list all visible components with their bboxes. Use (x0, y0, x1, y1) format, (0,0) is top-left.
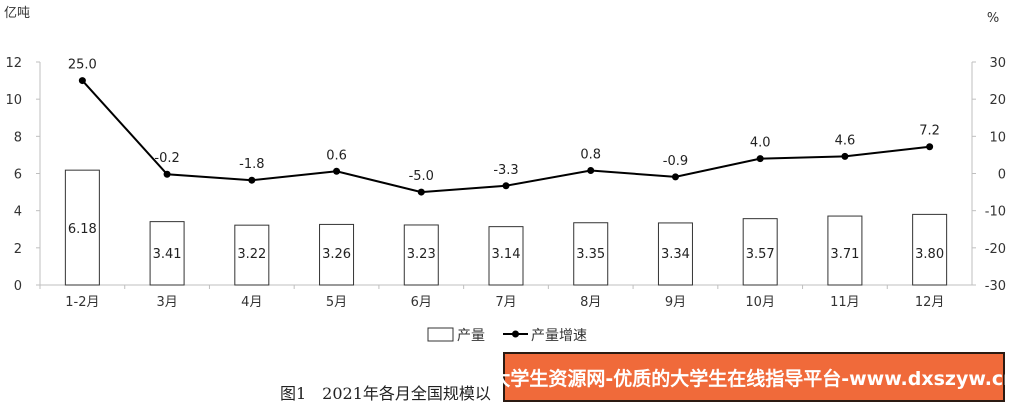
growth-point (587, 167, 595, 175)
right-tick-label: 10 (989, 130, 1006, 145)
line-series: 25.0 -0.2 -1.8 0.6 -5.0 -3.3 0.8 -0.9 4.0 4.6 7.2 (68, 58, 940, 196)
growth-point (841, 152, 849, 160)
right-tick-label: 30 (989, 56, 1006, 71)
growth-value-label: 0.8 (580, 148, 601, 163)
growth-point (671, 173, 679, 181)
left-tick-label: 0 (14, 279, 22, 294)
x-tick-label: 3月 (156, 295, 177, 310)
bar-value-label: 3.71 (830, 247, 859, 262)
growth-point (163, 170, 171, 178)
growth-value-label: -1.8 (239, 157, 264, 172)
legend-bar-label: 产量 (457, 328, 485, 344)
x-tick-label: 10月 (745, 295, 775, 310)
legend-bar-swatch (427, 327, 454, 342)
bar-value-label: 3.80 (915, 247, 944, 262)
bar-value-label: 3.57 (746, 247, 775, 262)
right-axis-ticks: -30 -20 -10 0 10 20 30 (972, 56, 1006, 294)
legend-line-marker (512, 330, 519, 338)
figure-caption: 图1 2021年各月全国规模以 (280, 384, 491, 403)
bar (827, 215, 863, 286)
x-axis-labels: 1-2月 3月 4月 5月 6月 7月 8月 9月 10月 11月 12月 (39, 285, 945, 310)
left-tick-label: 10 (5, 93, 22, 108)
right-tick-label: 0 (998, 168, 1006, 183)
left-tick-label: 2 (14, 242, 22, 257)
bar (64, 169, 100, 286)
growth-point (248, 176, 256, 184)
bar-value-label: 3.35 (576, 247, 605, 262)
right-tick-label: -10 (985, 205, 1006, 220)
growth-value-label: -0.9 (663, 154, 688, 169)
growth-point (756, 155, 764, 163)
growth-point (926, 143, 934, 151)
x-tick-label: 4月 (241, 295, 262, 310)
growth-value-label: -5.0 (409, 169, 434, 184)
growth-value-label: 4.6 (835, 133, 856, 148)
left-tick-label: 8 (14, 130, 22, 145)
legend: 产量 产量增速 (427, 327, 587, 344)
x-tick-label: 6月 (411, 295, 432, 310)
bar-value-label: 3.34 (661, 247, 690, 262)
legend-line-label: 产量增速 (531, 328, 587, 344)
left-tick-label: 6 (14, 168, 22, 183)
growth-point (78, 77, 86, 85)
right-tick-label: -30 (985, 279, 1006, 294)
growth-value-label: 0.6 (326, 148, 347, 163)
growth-value-label: 25.0 (68, 58, 97, 73)
right-tick-label: -20 (985, 242, 1006, 257)
growth-point (333, 167, 341, 175)
growth-point (417, 188, 425, 196)
bar-value-label: 3.14 (492, 247, 521, 262)
right-axis-unit: % (987, 11, 999, 26)
bar-value-label: 6.18 (68, 222, 97, 237)
bar-value-label: 3.26 (322, 247, 351, 262)
x-tick-label: 5月 (326, 295, 347, 310)
left-axis-unit: 亿吨 (4, 6, 30, 21)
x-tick-label: 7月 (495, 295, 516, 310)
bar (912, 213, 948, 286)
bar (488, 226, 524, 286)
growth-point (502, 182, 510, 190)
left-tick-label: 12 (5, 56, 22, 71)
bar-value-label: 3.41 (153, 247, 182, 262)
x-tick-label: 9月 (665, 295, 686, 310)
x-tick-label: 12月 (915, 295, 945, 310)
x-tick-label: 1-2月 (65, 295, 99, 310)
growth-value-label: 4.0 (750, 136, 771, 151)
bar-value-label: 3.23 (407, 247, 436, 262)
bar-value-label: 3.22 (237, 247, 266, 262)
right-tick-label: 20 (989, 93, 1006, 108)
bar (573, 222, 609, 286)
bar (319, 223, 355, 286)
growth-value-label: 7.2 (919, 124, 940, 139)
growth-value-label: -0.2 (154, 151, 179, 166)
left-tick-label: 4 (14, 205, 22, 220)
x-tick-label: 8月 (580, 295, 601, 310)
bar (234, 224, 270, 286)
bar (657, 222, 693, 286)
bar (742, 218, 778, 286)
x-tick-label: 11月 (830, 295, 860, 310)
bar (149, 221, 185, 286)
watermark-banner[interactable]: 大学生资源网-优质的大学生在线指导平台-www.dxszyw.cn (491, 352, 1012, 402)
bar (403, 224, 439, 286)
bar-series: 6.18 3.41 3.22 3.26 3.23 3.14 3.35 3.34 3.57 3.71… (64, 169, 948, 286)
left-axis-ticks: 0 2 4 6 8 10 12 (5, 56, 40, 294)
growth-value-label: -3.3 (493, 163, 518, 178)
